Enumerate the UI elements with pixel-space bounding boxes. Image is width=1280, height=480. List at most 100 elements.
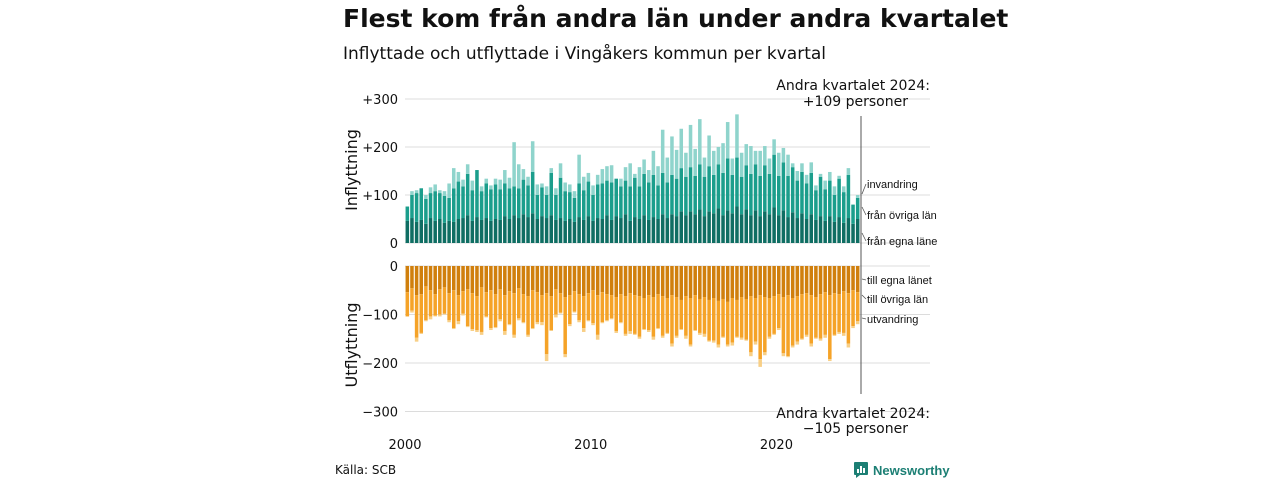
bar-fran-egna-lanet — [702, 216, 707, 243]
bar-till-ovriga-lan — [735, 299, 739, 337]
bar-invandring — [554, 188, 558, 195]
bar-till-egna-lanet — [619, 266, 623, 295]
bar-till-egna-lanet — [684, 266, 688, 297]
bar-fran-ovriga-lan — [424, 198, 428, 224]
bar-till-egna-lanet — [711, 266, 716, 299]
bar-till-egna-lanet — [484, 266, 489, 293]
bar-till-ovriga-lan — [637, 296, 642, 337]
bar-fran-ovriga-lan — [837, 178, 841, 218]
bar-fran-ovriga-lan — [479, 191, 484, 220]
inflow-series-label: från övriga län — [867, 210, 937, 222]
bar-fran-ovriga-lan — [823, 189, 827, 221]
bar-fran-ovriga-lan — [600, 183, 605, 219]
bar-utvandring — [503, 330, 507, 335]
bar-fran-ovriga-lan — [558, 177, 563, 219]
bar-invandring — [424, 195, 428, 199]
bar-utvandring — [540, 322, 544, 326]
bar-till-ovriga-lan — [656, 294, 660, 329]
bar-fran-ovriga-lan — [489, 189, 493, 221]
bar-utvandring — [410, 310, 414, 313]
bar-till-ovriga-lan — [428, 290, 433, 317]
bar-till-ovriga-lan — [591, 290, 595, 324]
bar-utvandring — [786, 356, 790, 358]
bar-fran-egna-lanet — [479, 219, 484, 243]
bar-till-egna-lanet — [716, 266, 721, 301]
bar-invandring — [479, 186, 484, 192]
x-tick-label: 2010 — [574, 438, 607, 453]
inflow-axis-label: Inflyttning — [342, 129, 361, 211]
bar-fran-egna-lanet — [540, 216, 544, 243]
bar-invandring — [660, 129, 665, 173]
bar-fran-ovriga-lan — [586, 181, 591, 217]
bar-invandring — [591, 185, 595, 195]
bar-till-ovriga-lan — [484, 292, 489, 317]
bar-till-ovriga-lan — [739, 297, 744, 338]
bar-fran-ovriga-lan — [526, 185, 530, 218]
bar-till-ovriga-lan — [442, 287, 447, 314]
bar-till-egna-lanet — [414, 266, 419, 296]
bar-invandring — [461, 179, 465, 187]
bar-utvandring — [707, 340, 711, 342]
bar-fran-egna-lanet — [688, 211, 693, 243]
bar-till-ovriga-lan — [600, 292, 605, 323]
bar-till-ovriga-lan — [424, 286, 428, 321]
bar-series — [405, 114, 860, 367]
bar-fran-ovriga-lan — [674, 178, 679, 217]
bar-till-ovriga-lan — [475, 296, 479, 331]
bar-till-egna-lanet — [558, 266, 563, 294]
bar-till-egna-lanet — [786, 266, 790, 296]
bar-fran-egna-lanet — [591, 220, 595, 243]
bar-invandring — [665, 157, 670, 183]
bar-invandring — [493, 178, 498, 185]
bar-invandring — [628, 163, 632, 187]
bar-fran-ovriga-lan — [503, 183, 507, 217]
bar-till-egna-lanet — [767, 266, 772, 299]
bar-invandring — [507, 177, 512, 189]
bar-fran-egna-lanet — [637, 219, 642, 243]
series-label-leader — [861, 317, 867, 320]
bar-till-egna-lanet — [818, 266, 823, 295]
bar-fran-egna-lanet — [818, 216, 823, 243]
bar-till-egna-lanet — [651, 266, 656, 298]
bar-utvandring — [595, 334, 600, 340]
bar-till-egna-lanet — [433, 266, 437, 295]
bar-fran-ovriga-lan — [637, 186, 642, 219]
bar-till-ovriga-lan — [438, 289, 442, 315]
bar-till-egna-lanet — [410, 266, 414, 289]
bar-invandring — [600, 169, 605, 184]
bar-till-egna-lanet — [637, 266, 642, 297]
bar-till-egna-lanet — [595, 266, 600, 296]
bar-invandring — [410, 191, 414, 195]
bar-till-egna-lanet — [660, 266, 665, 297]
bar-till-ovriga-lan — [688, 298, 693, 345]
bar-fran-ovriga-lan — [818, 176, 823, 217]
bar-utvandring — [698, 332, 702, 335]
bar-fran-egna-lanet — [456, 219, 461, 243]
bar-utvandring — [549, 330, 554, 331]
bar-invandring — [563, 182, 567, 192]
bar-fran-egna-lanet — [410, 218, 414, 243]
bar-fran-egna-lanet — [419, 219, 424, 243]
bar-till-ovriga-lan — [554, 289, 558, 315]
bar-till-ovriga-lan — [823, 292, 827, 335]
bar-utvandring — [716, 344, 721, 348]
bar-fran-ovriga-lan — [549, 172, 554, 216]
bar-fran-ovriga-lan — [405, 206, 410, 221]
bar-till-ovriga-lan — [790, 298, 795, 346]
bar-till-egna-lanet — [577, 266, 581, 295]
bar-fran-ovriga-lan — [623, 180, 628, 215]
bar-utvandring — [572, 311, 577, 313]
y-tick-label: +200 — [362, 141, 398, 156]
y-tick-label: −100 — [362, 309, 398, 324]
bar-till-egna-lanet — [804, 266, 809, 294]
bar-fran-ovriga-lan — [855, 197, 860, 219]
bar-utvandring — [758, 359, 762, 367]
bar-till-ovriga-lan — [530, 290, 535, 329]
bar-till-ovriga-lan — [609, 295, 614, 319]
bar-till-egna-lanet — [447, 266, 451, 294]
bar-utvandring — [526, 334, 530, 337]
bar-invandring — [725, 122, 730, 159]
bar-till-ovriga-lan — [800, 294, 804, 339]
bar-fran-egna-lanet — [781, 210, 786, 243]
